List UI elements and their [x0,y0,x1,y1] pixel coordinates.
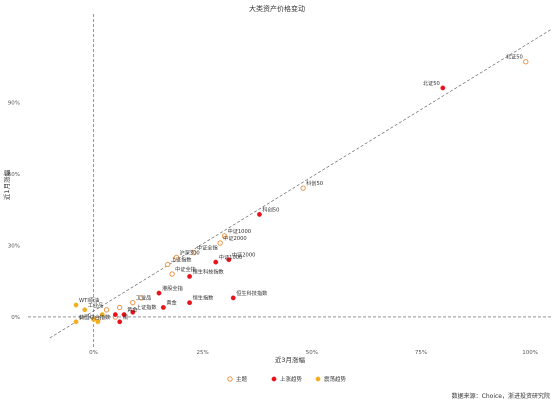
data-point-label: 恒生科技指数 [193,267,225,275]
legend-marker [315,376,321,382]
y-tick-label: 30% [8,243,20,249]
data-point [221,233,228,239]
data-point-label: 韩国综合指数 [79,313,111,321]
data-point [138,295,145,301]
data-point-label: 中证2000 [232,251,256,259]
data-point-label: 铜 [123,313,128,321]
y-tick-label: 0% [11,315,20,321]
data-point [173,254,180,260]
x-tick-label: 25% [197,350,209,356]
data-point-label: 恒生指数 [193,294,215,302]
x-tick-label: 0% [89,350,98,356]
data-point [440,85,446,91]
data-point-label: 工业品 [136,294,152,302]
legend-marker [271,376,277,382]
data-point [160,305,166,310]
data-point [187,274,192,279]
data-point [523,59,529,65]
data-point [117,319,123,325]
data-point [191,249,197,256]
data-point [117,304,123,311]
y-tick-label: 60% [8,172,20,178]
data-point-label: 工业品 [88,301,104,309]
data-point-label: 恒生科技指数 [236,289,268,297]
x-tick-label: 75% [415,350,427,356]
data-point-label: 中证全指 [175,265,196,273]
legend-label: 主题 [236,375,248,383]
data-point-label: 中证全指 [197,244,218,252]
data-point [130,300,136,306]
data-point-label: 上证指数 [136,303,158,311]
data-point [112,312,118,317]
chart-title: 大类资产价格变动 [249,4,305,13]
data-point [169,271,175,277]
data-source-note: 数据来源：Choice，浙进投资研究院 [452,392,550,400]
data-point-label: 黄金 [127,306,138,314]
data-point [130,309,136,315]
legend-marker [227,376,233,382]
legend: 主题 上涨趋势 震荡趋势 [227,375,347,383]
data-point [82,307,88,313]
legend-label: 震荡趋势 [324,375,347,383]
data-point-label: 上证指数 [171,256,193,264]
data-point [226,257,232,263]
x-tick-label: 100% [522,350,538,356]
points-layer [73,59,529,325]
data-point-label: 沪深300 [179,248,199,256]
labels-layer: 北证50科创50中证1000中证2000中证全指沪深300上证指数中证全指工业品… [79,53,523,321]
data-point-label: 北证50 [423,79,440,87]
data-point [230,295,236,301]
data-point [73,319,79,325]
x-tick-label: 50% [306,350,318,356]
x-axis-title: 近3月涨幅 [275,355,306,364]
data-point-label: WTI原油 [79,296,99,304]
data-point [156,290,162,296]
data-point [95,319,101,325]
data-point [73,302,79,308]
data-point [187,300,192,306]
data-point [213,259,219,265]
y-tick-label: 90% [8,100,20,106]
diagonal-reference-line [49,28,553,339]
data-point [300,185,306,191]
data-point [91,316,96,322]
data-point [121,312,127,317]
y-axis-title: 近1月涨幅 [2,169,11,200]
data-point-label: 中证1000 [228,227,252,235]
data-point-label: 中证1000 [219,253,243,261]
data-point-label: 中证2000 [223,234,247,242]
data-point-label: 黄金 [166,298,177,306]
data-point-label: 北证50 [506,53,523,61]
data-point [217,240,223,246]
legend-label: 上涨趋势 [280,375,303,383]
data-point [257,211,262,217]
data-point [99,312,105,317]
data-point-label: 港股全指 [162,284,183,292]
data-point [165,261,171,268]
data-point [103,307,110,313]
data-point-label: 科创50 [306,179,323,187]
data-point-label: 科创50 [262,205,279,213]
